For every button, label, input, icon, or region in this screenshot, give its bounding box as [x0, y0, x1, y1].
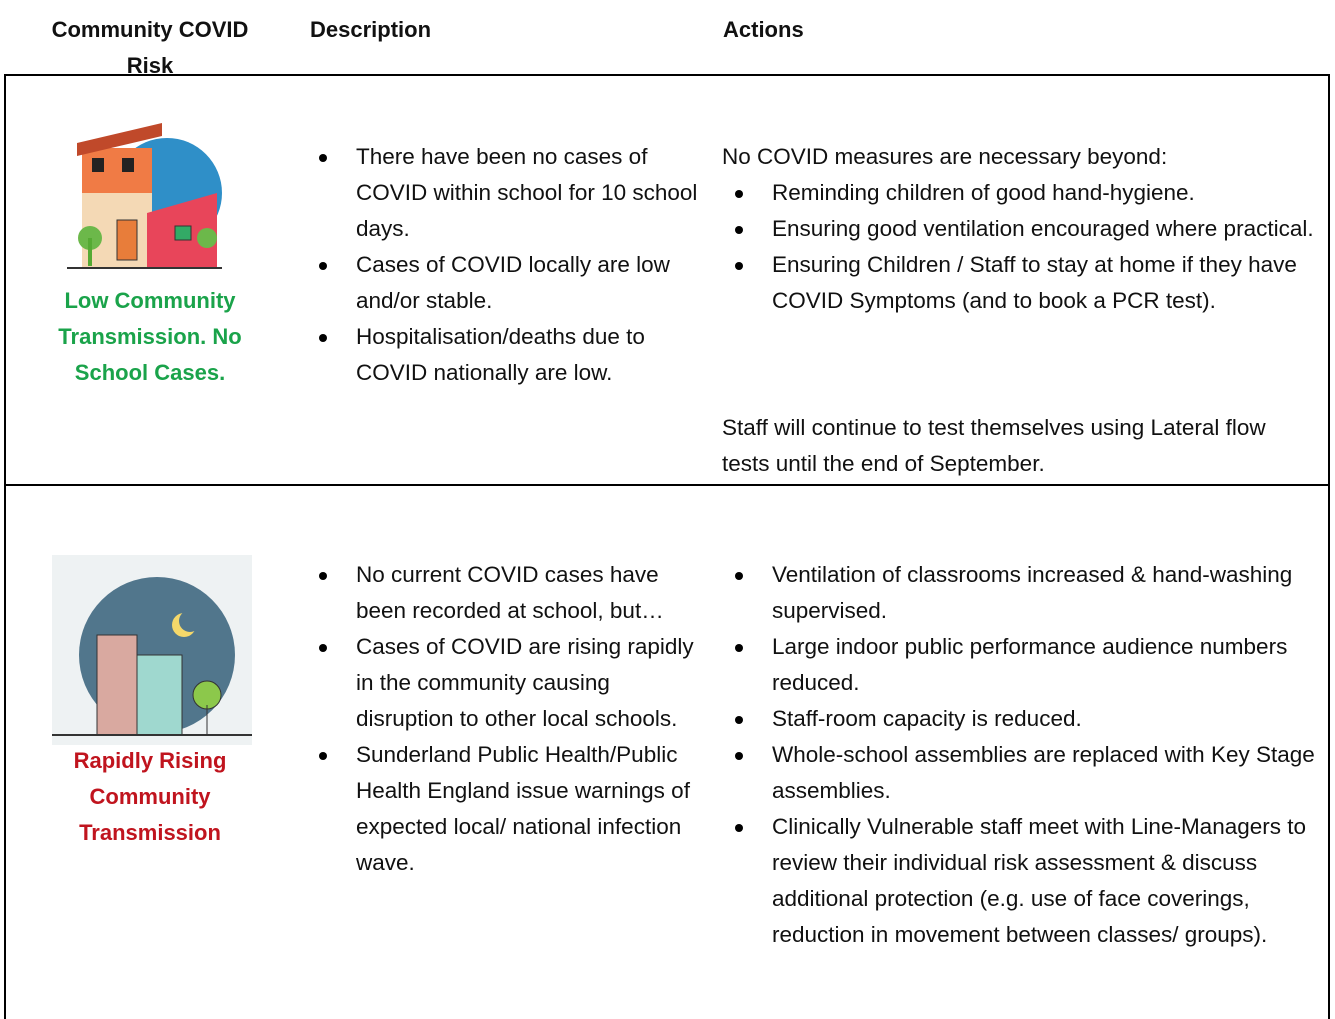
row-border: [4, 484, 1330, 1019]
description-item: Cases of COVID are rising rapidly in the…: [319, 629, 701, 737]
column-header: Community COVID Risk: [51, 17, 249, 78]
description-item: There have been no cases of COVID within…: [319, 139, 701, 247]
actions-list: Ventilation of classrooms increased & ha…: [735, 557, 1322, 953]
action-item: Large indoor public performance audience…: [735, 629, 1322, 701]
risk-label: Rapidly Rising Community Transmission: [73, 748, 227, 845]
column-header: Description: [310, 17, 432, 42]
action-item: Clinically Vulnerable staff meet with Li…: [735, 809, 1322, 953]
description-item: Cases of COVID locally are low and/or st…: [319, 247, 701, 319]
description-item: Sunderland Public Health/Public Health E…: [319, 737, 701, 881]
actions-list: Reminding children of good hand-hygiene.…: [735, 175, 1322, 319]
column-header: Actions: [723, 17, 804, 42]
action-item: Reminding children of good hand-hygiene.: [735, 175, 1322, 211]
actions-intro: No COVID measures are necessary beyond:: [722, 144, 1168, 169]
row-border: [4, 74, 1330, 486]
action-item: Whole-school assemblies are replaced wit…: [735, 737, 1322, 809]
city-icon: [52, 555, 252, 745]
description-item: Hospitalisation/deaths due to COVID nati…: [319, 319, 701, 391]
action-item: Ventilation of classrooms increased & ha…: [735, 557, 1322, 629]
action-item: Ensuring good ventilation encouraged whe…: [735, 211, 1322, 247]
description-list: No current COVID cases have been recorde…: [319, 557, 701, 881]
action-item: Ensuring Children / Staff to stay at hom…: [735, 247, 1322, 319]
risk-label: Low Community Transmission. No School Ca…: [58, 288, 242, 385]
description-item: No current COVID cases have been recorde…: [319, 557, 701, 629]
description-list: There have been no cases of COVID within…: [319, 139, 701, 391]
house-icon: [67, 123, 222, 269]
actions-note: Staff will continue to test themselves u…: [722, 415, 1266, 476]
action-item: Staff-room capacity is reduced.: [735, 701, 1322, 737]
